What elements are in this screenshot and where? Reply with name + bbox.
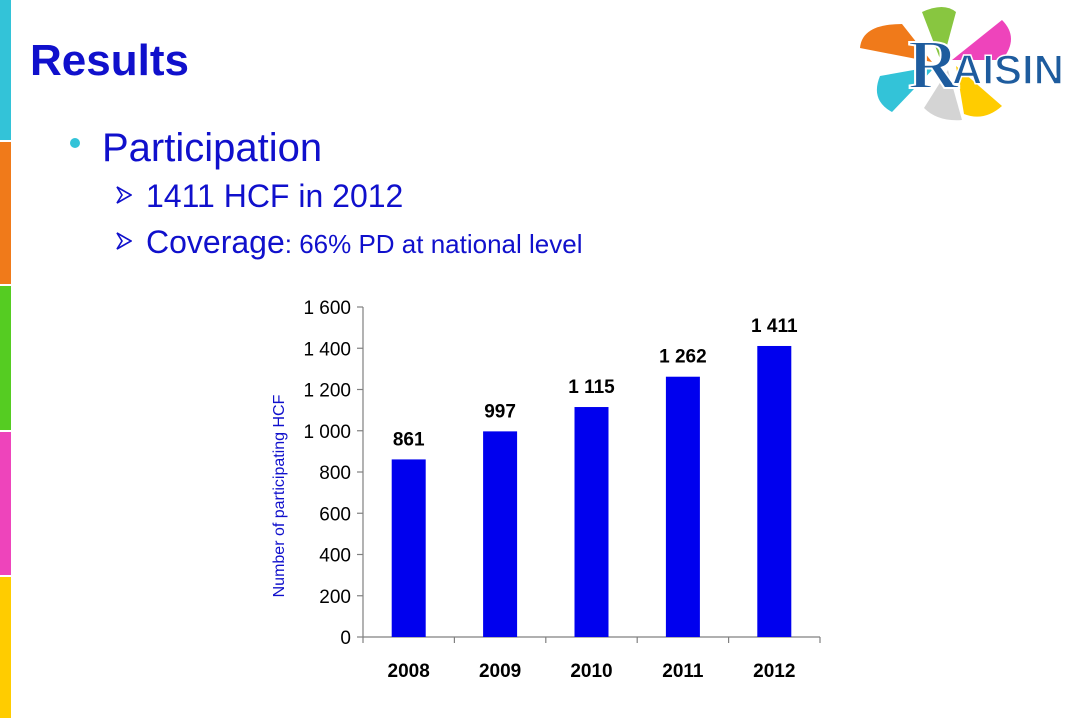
side-color-stripes [0,0,11,720]
bar-2009 [483,431,518,637]
y-tick-label: 600 [319,504,351,525]
data-label-2010: 1 115 [568,377,615,398]
bar-2012 [757,345,792,637]
x-tick-label-2012: 2012 [753,661,795,682]
stripe-pink [0,432,11,575]
svg-text:R: R [908,27,960,104]
y-tick-label: 1 400 [303,339,351,360]
data-label-2012: 1 411 [751,316,798,337]
bar-2011 [665,376,700,637]
y-axis-label: Number of participating HCF [271,394,288,597]
arrow-bullet-icon [116,186,132,204]
y-tick-label: 0 [340,628,351,649]
y-tick-label: 1 200 [303,381,351,402]
bar-2010 [574,407,609,637]
bullet-dot-icon [70,138,80,148]
data-label-2008: 861 [393,429,425,450]
y-tick-label: 800 [319,463,351,484]
y-tick-label: 400 [319,546,351,567]
y-tick-label: 200 [319,587,351,608]
x-tick-label-2009: 2009 [479,661,521,682]
y-tick-label: 1 000 [303,422,351,443]
x-tick-label-2011: 2011 [662,661,704,682]
x-tick-label-2010: 2010 [570,661,612,682]
stripe-green [0,286,11,430]
y-tick-label: 1 600 [303,298,351,319]
bar-2008 [391,459,426,637]
stripe-cyan [0,0,11,140]
data-label-2009: 997 [484,401,516,422]
data-label-2011: 1 262 [659,347,707,368]
arrow-bullet-icon [116,232,132,250]
bullet-text: Participation [102,126,323,170]
sub-bullet-text: 1411 HCF in 2012 [146,178,404,214]
stripe-yellow [0,577,11,718]
sub-bullet-text: Coverage: 66% PD at national level [146,224,583,260]
stripe-orange [0,142,11,284]
x-tick-label-2008: 2008 [388,661,430,682]
svg-text:AISIN: AISIN [952,46,1064,93]
raisin-logo: R AISIN [860,7,1065,121]
slide-title: Results [30,36,189,85]
